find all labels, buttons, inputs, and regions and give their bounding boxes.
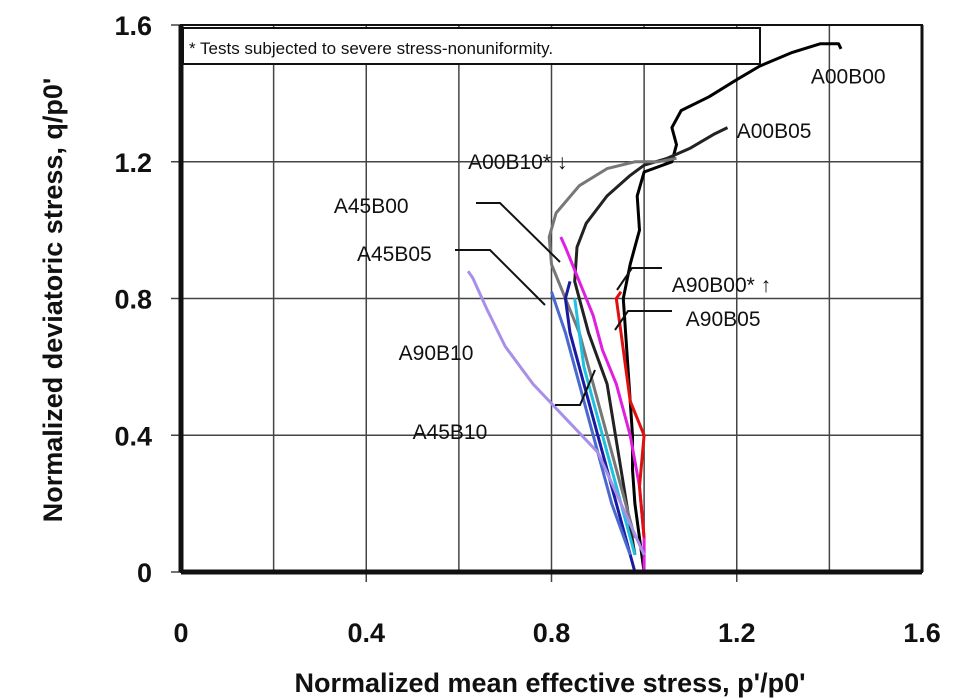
series-label: A00B05 (737, 120, 812, 143)
series-a90b10 (466, 270, 646, 556)
x-tick-label: 0 (173, 618, 188, 648)
leader-line (476, 202, 561, 263)
series-a00b05 (573, 126, 729, 556)
series-label: A45B00 (334, 195, 409, 218)
x-tick-label: 0.4 (347, 618, 385, 648)
series-labels: A00B00 A00B05 A00B10* ↓ A45B00 A45B05 A90B00*… (334, 65, 886, 444)
note-text: * Tests subjected to severe stress-nonun… (189, 39, 553, 58)
series-label: A00B00 (811, 65, 886, 88)
y-tick-label: 1.2 (114, 148, 152, 178)
leader-line (614, 310, 672, 331)
series-label: A90B10 (399, 342, 474, 365)
y-tick-label: 0 (137, 558, 152, 588)
series-a00b10 (547, 156, 677, 539)
series-label: A90B05 (686, 308, 761, 331)
y-tick-label: 0.4 (114, 421, 152, 451)
leader-line (455, 249, 546, 306)
y-tick-label: 1.6 (114, 11, 152, 41)
series-a45b00 (563, 281, 637, 573)
y-tick-labels: 0 0.4 0.8 1.2 1.6 (114, 11, 152, 588)
x-tick-labels: 0 0.4 0.8 1.2 1.6 (173, 618, 940, 648)
grid-lines (171, 24, 923, 582)
y-tick-label: 0.8 (114, 285, 152, 315)
leader-lines (455, 202, 672, 406)
leader-line (555, 369, 596, 406)
leader-line (616, 267, 662, 291)
x-axis-title: Normalized mean effective stress, p'/p0' (294, 668, 805, 698)
note-box: * Tests subjected to severe stress-nonun… (182, 27, 761, 65)
series-a45b05 (550, 291, 632, 556)
series-label: A45B05 (357, 243, 432, 266)
plot-frame (178, 24, 924, 575)
data-series (466, 42, 843, 573)
series-label: A90B00* ↑ (672, 274, 771, 297)
y-axis-title: Normalized deviatoric stress, q/p0' (38, 78, 68, 523)
series-label: A45B10 (413, 421, 488, 444)
x-tick-label: 0.8 (533, 618, 571, 648)
x-tick-label: 1.6 (903, 618, 941, 648)
series-label: A00B10* ↓ (468, 151, 567, 174)
x-tick-label: 1.2 (718, 618, 756, 648)
series-a90b05 (614, 290, 646, 538)
